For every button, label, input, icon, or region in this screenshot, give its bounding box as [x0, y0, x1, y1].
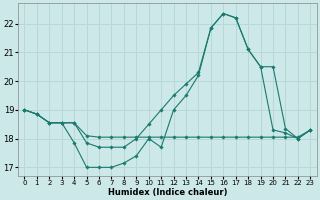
X-axis label: Humidex (Indice chaleur): Humidex (Indice chaleur) [108, 188, 227, 197]
